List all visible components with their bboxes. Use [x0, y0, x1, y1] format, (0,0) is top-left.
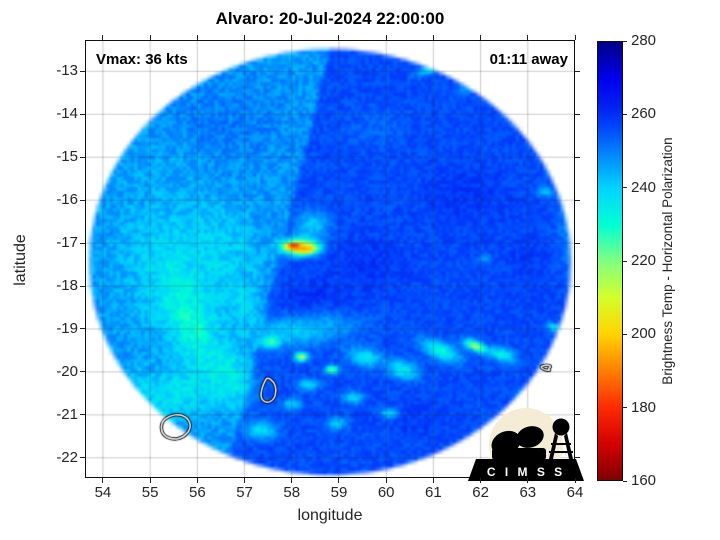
x-tick-label: 61: [425, 484, 442, 501]
colorbar-tick-mark: [623, 333, 627, 335]
x-tick-mark: [244, 478, 246, 483]
y-tick-mark: [575, 113, 580, 115]
y-tick-mark: [80, 113, 85, 115]
x-tick-mark: [149, 35, 151, 40]
x-tick-mark: [338, 35, 340, 40]
y-tick-mark: [575, 70, 580, 72]
x-tick-mark: [338, 478, 340, 483]
x-tick-mark: [385, 478, 387, 483]
cimss-logo: C I M S S: [468, 408, 584, 482]
y-tick-label: -18: [56, 277, 78, 295]
x-axis-label: longitude: [297, 507, 363, 524]
y-tick-mark: [575, 199, 580, 201]
y-tick-label: -22: [56, 448, 78, 466]
colorbar-tick-mark: [623, 407, 627, 409]
satellite-swath-canvas: [85, 40, 575, 478]
colorbar-tick-label: 180: [631, 398, 657, 416]
colorbar-tick-label: 160: [631, 472, 657, 489]
x-tick-mark: [102, 478, 104, 483]
y-tick-label: -20: [56, 362, 78, 380]
x-tick-mark: [480, 478, 482, 483]
vmax-annotation: Vmax: 36 kts: [96, 51, 188, 68]
colorbar-tick-label: 220: [631, 252, 657, 269]
x-tick-mark: [102, 35, 104, 40]
y-tick-mark: [80, 70, 85, 72]
x-tick-mark: [432, 478, 434, 483]
y-tick-label: -14: [56, 105, 78, 123]
x-tick-mark: [574, 35, 576, 40]
colorbar-tick-mark: [623, 187, 627, 189]
y-tick-mark: [575, 242, 580, 244]
y-tick-mark: [80, 371, 85, 373]
y-tick-mark: [80, 328, 85, 330]
x-tick-label: 57: [236, 484, 253, 501]
x-tick-label: 62: [472, 484, 489, 501]
colorbar-tick-mark: [623, 40, 627, 42]
x-tick-label: 58: [283, 484, 301, 501]
x-tick-mark: [385, 35, 387, 40]
x-tick-mark: [527, 478, 529, 483]
y-tick-mark: [80, 242, 85, 244]
colorbar-tick-label: 260: [631, 105, 657, 123]
y-tick-label: -16: [56, 191, 78, 209]
x-tick-mark: [196, 478, 198, 483]
x-tick-label: 55: [141, 484, 159, 501]
x-tick-label: 54: [94, 484, 112, 501]
x-tick-mark: [527, 35, 529, 40]
x-tick-label: 64: [566, 484, 584, 501]
y-tick-label: -19: [56, 319, 78, 337]
x-tick-label: 59: [330, 484, 348, 501]
y-tick-mark: [575, 457, 580, 459]
eta-annotation: 01:11 away: [489, 51, 568, 68]
y-tick-mark: [80, 414, 85, 416]
y-tick-mark: [80, 285, 85, 287]
x-tick-mark: [480, 35, 482, 40]
x-tick-label: 56: [189, 484, 206, 501]
plot-title: Alvaro: 20-Jul-2024 22:00:00: [215, 9, 445, 28]
colorbar: [597, 41, 623, 481]
y-tick-label: -15: [56, 148, 78, 166]
colorbar-tick-mark: [623, 260, 627, 262]
colorbar-tick-label: 280: [631, 32, 657, 49]
cimss-logo-text: C I M S S: [487, 465, 565, 479]
y-axis-label: latitude: [12, 234, 29, 286]
colorbar-tick-mark: [623, 480, 627, 482]
colorbar-tick-label: 200: [631, 325, 657, 343]
x-tick-label: 60: [377, 484, 395, 501]
y-tick-mark: [575, 156, 580, 158]
x-tick-mark: [244, 35, 246, 40]
x-tick-mark: [196, 35, 198, 40]
x-tick-mark: [432, 35, 434, 40]
y-tick-label: -13: [56, 62, 78, 80]
y-tick-mark: [575, 414, 580, 416]
colorbar-tick-mark: [623, 113, 627, 115]
y-tick-label: -21: [56, 405, 78, 423]
y-tick-mark: [80, 199, 85, 201]
y-tick-mark: [575, 285, 580, 287]
x-tick-mark: [291, 478, 293, 483]
y-tick-mark: [575, 371, 580, 373]
x-tick-label: 63: [519, 484, 537, 501]
x-tick-mark: [149, 478, 151, 483]
y-tick-label: -17: [56, 234, 78, 252]
x-tick-mark: [291, 35, 293, 40]
x-tick-mark: [574, 478, 576, 483]
y-tick-mark: [575, 328, 580, 330]
logo-silhouette: [468, 418, 584, 481]
y-tick-mark: [80, 457, 85, 459]
colorbar-tick-label: 240: [631, 178, 657, 196]
y-tick-mark: [80, 156, 85, 158]
